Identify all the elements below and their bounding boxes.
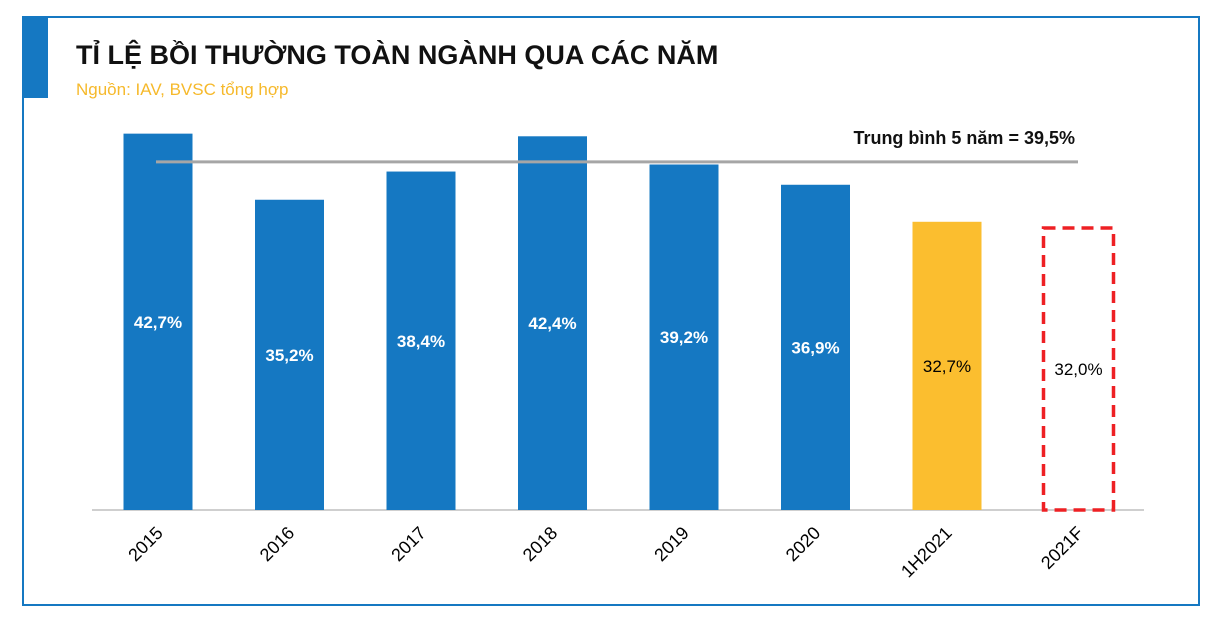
chart-frame — [22, 16, 1200, 606]
data-label-2019: 39,2% — [660, 328, 708, 347]
data-label-2020: 36,9% — [791, 338, 839, 357]
x-tick-label-2018: 2018 — [519, 523, 561, 565]
bar-2018 — [518, 136, 587, 510]
title-accent-bar — [22, 16, 48, 98]
bar-2016 — [255, 199, 324, 510]
x-tick-label-2015: 2015 — [124, 523, 166, 565]
x-tick-label-2020: 2020 — [782, 523, 824, 565]
data-label-1H2021: 32,7% — [923, 357, 971, 376]
data-label-2017: 38,4% — [397, 332, 445, 351]
bar-2021F — [1041, 226, 1116, 512]
data-label-2021F: 32,0% — [1054, 360, 1102, 379]
bar-2019 — [649, 164, 719, 510]
data-label-2016: 35,2% — [265, 346, 313, 365]
chart-source: Nguồn: IAV, BVSC tổng hợp — [76, 80, 289, 99]
bar-2017 — [386, 171, 456, 510]
average-label: Trung bình 5 năm = 39,5% — [853, 128, 1075, 148]
bar-1H2021 — [912, 221, 982, 510]
data-label-2015: 42,7% — [134, 313, 182, 332]
x-tick-label-2019: 2019 — [650, 523, 692, 565]
x-tick-label-2016: 2016 — [256, 523, 298, 565]
bar-2020 — [781, 184, 850, 510]
chart-title: TỈ LỆ BỒI THƯỜNG TOÀN NGÀNH QUA CÁC NĂM — [76, 40, 719, 70]
x-tick-label-2021F: 2021F — [1037, 523, 1087, 573]
x-tick-label-2017: 2017 — [387, 523, 429, 565]
bar-2015 — [123, 133, 193, 511]
x-tick-label-1H2021: 1H2021 — [897, 523, 956, 582]
data-label-2018: 42,4% — [528, 314, 576, 333]
